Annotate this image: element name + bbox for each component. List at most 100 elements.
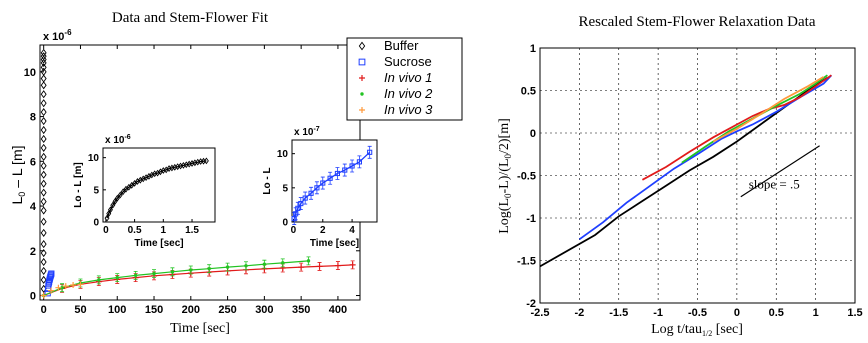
- left-data-point: [40, 179, 47, 188]
- left-data-point: [170, 270, 175, 274]
- inset-buffer-y-tick-label: 5: [93, 185, 99, 196]
- inset-sucrose-x-label: Time [sec]: [310, 238, 359, 249]
- left-data-point: [77, 281, 84, 288]
- inset-buffer-x-tick-label: 0.5: [128, 225, 142, 236]
- left-x-tick-label: 350: [292, 304, 310, 316]
- inset-buffer-x-tick-label: 1.5: [185, 225, 199, 236]
- left-y-tick-label: 0: [30, 291, 36, 303]
- right-x-tick-label: -1: [653, 307, 663, 319]
- inset-buffer-data-point: [110, 201, 116, 209]
- inset-sucrose-error-bar: [298, 197, 303, 210]
- inset-sucrose-data-point: [327, 175, 333, 181]
- left-data-point: [262, 262, 267, 266]
- right-x-tick-label: -2.5: [531, 307, 550, 319]
- inset-sucrose-error-bar: [303, 191, 308, 205]
- inset-sucrose-x-tick-label: 4: [349, 225, 355, 236]
- left-data-point: [40, 67, 47, 76]
- legend-marker: [360, 92, 364, 96]
- left-data-point: [40, 99, 47, 108]
- right-x-tick-label: -2: [574, 307, 584, 319]
- legend-marker: [359, 107, 365, 113]
- right-y-tick-label: 0: [530, 128, 536, 140]
- left-data-point: [40, 188, 47, 197]
- left-x-axis-label: Time [sec]: [170, 321, 230, 336]
- left-y-tick-label: 6: [30, 156, 36, 168]
- left-x-tick-label: 300: [255, 304, 273, 316]
- left-data-point: [334, 262, 341, 269]
- left-data-point: [40, 257, 47, 267]
- inset-sucrose: x 10-7 0 2 4 0 5 10 Time [sec] Lo - L: [262, 126, 378, 249]
- right-y-tick-label: -2: [526, 298, 536, 310]
- left-series-3: [41, 256, 311, 298]
- inset-sucrose-error-bar: [335, 167, 340, 180]
- right-x-tick-label: 1: [813, 307, 819, 319]
- left-y-axis-label: L0 – L [m]: [9, 146, 27, 205]
- inset-buffer-data-point: [104, 214, 110, 222]
- left-data-point: [40, 170, 47, 179]
- legend-marker: [359, 75, 365, 81]
- left-data-point: [60, 285, 64, 290]
- right-x-tick-label: -1.5: [609, 307, 628, 319]
- left-data-point: [40, 52, 47, 61]
- left-data-point: [225, 265, 230, 269]
- left-data-point: [55, 284, 62, 291]
- left-x-tick-label: 100: [108, 304, 126, 316]
- inset-sucrose-data-point: [295, 205, 301, 211]
- left-data-point: [40, 81, 47, 90]
- left-data-point: [349, 261, 356, 268]
- left-y-tick-label: 8: [30, 112, 36, 124]
- inset-sucrose-error-bar: [357, 155, 362, 169]
- left-data-point: [189, 268, 193, 272]
- inset-sucrose-data-point: [320, 180, 326, 186]
- inset-sucrose-fit-line: [293, 151, 371, 219]
- left-series-4: [40, 281, 84, 299]
- inset-sucrose-error-bar: [367, 145, 372, 159]
- left-data-point: [40, 63, 47, 72]
- left-data-point: [40, 275, 47, 284]
- inset-buffer-data-point: [120, 188, 126, 196]
- inset-buffer-x-tick-label: 0: [103, 225, 109, 236]
- inset-buffer-data-point: [112, 198, 118, 205]
- inset-sucrose-data-point: [314, 185, 320, 191]
- inset-sucrose-data-point: [342, 167, 348, 173]
- left-data-point: [40, 90, 47, 99]
- inset-sucrose-frame: [291, 139, 378, 223]
- inset-sucrose-error-bar: [350, 159, 355, 173]
- left-data-point: [40, 217, 47, 226]
- left-data-point: [281, 261, 285, 265]
- left-y-tick-label: 10: [24, 67, 36, 79]
- legend-entry: In vivo 1: [384, 70, 432, 85]
- inset-buffer-data-point: [107, 206, 113, 214]
- inset-buffer: x 10-6 0 0.5 1 1.5 0 5 10 Time [sec] Lo - L [m]: [73, 134, 216, 249]
- legend-entry: Sucrose: [384, 54, 432, 69]
- inset-sucrose-error-bar: [309, 186, 314, 200]
- right-y-tick-label: 1: [530, 43, 536, 55]
- right-y-tick-label: -1: [526, 213, 536, 225]
- right-series-line-4: [712, 76, 824, 143]
- right-x-tick-label: 1.5: [847, 307, 862, 319]
- inset-sucrose-error-bar: [314, 181, 319, 195]
- left-data-point: [62, 283, 69, 290]
- inset-buffer-x-tick-label: 1: [161, 225, 167, 236]
- left-x-tick-label: 250: [218, 304, 236, 316]
- right-y-tick-label: -0.5: [517, 171, 536, 183]
- left-data-point: [244, 264, 248, 268]
- inset-sucrose-data-point: [291, 216, 297, 222]
- right-y-axis-label: Log(L0-L)/(L0/2)[m]: [497, 118, 513, 234]
- right-x-axis-label: Log t/tau1/2 [sec]: [651, 322, 743, 338]
- right-slope-reference-line: [740, 145, 820, 198]
- inset-sucrose-error-bar: [342, 163, 347, 177]
- inset-sucrose-data-point: [367, 149, 373, 155]
- legend-entry: In vivo 3: [384, 102, 433, 117]
- inset-sucrose-data-point: [356, 159, 362, 165]
- inset-buffer-data-point: [114, 194, 120, 202]
- inset-sucrose-error-bar: [328, 171, 333, 185]
- inset-sucrose-x-tick-label: 2: [320, 225, 326, 236]
- inset-buffer-x-label: Time [sec]: [134, 238, 183, 249]
- inset-sucrose-exponent: x 10-7: [294, 126, 320, 138]
- left-data-point: [207, 266, 211, 271]
- right-series-line-2: [641, 74, 832, 181]
- left-data-point: [40, 48, 47, 57]
